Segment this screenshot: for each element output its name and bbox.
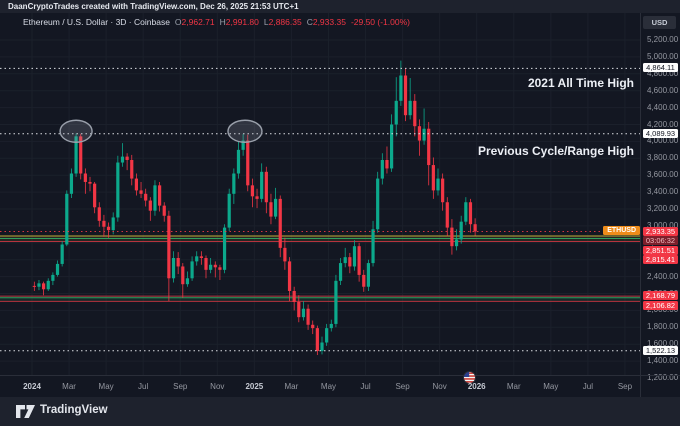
time-axis-label: Sep (173, 382, 188, 391)
ohlc-values: O2,962.71 H2,991.80 L2,886.35 C2,933.35 (170, 17, 346, 27)
ohlc-key: O (174, 17, 182, 27)
time-axis-label: Mar (62, 382, 76, 391)
time-axis-label: 2025 (245, 382, 264, 391)
price-level-badge: 2,815.41 (643, 255, 678, 265)
time-axis[interactable]: 2024 Mar May Jul Sep Nov 2025 Mar May Jul Sep Nov 20… (0, 371, 680, 397)
time-axis-label: Mar (284, 382, 299, 391)
time-axis-label: Jul (138, 382, 149, 391)
price-axis-tick: 4,600.00 (647, 85, 679, 95)
price-axis-tick: 4,000.00 (647, 136, 679, 146)
footer-bar: TradingView (0, 397, 680, 426)
ohlc-value: 2,886.35 (268, 17, 302, 27)
ohlc-value: 2,933.35 (312, 17, 346, 27)
time-axis-label: Mar (506, 382, 521, 391)
price-axis-tick: 4,200.00 (647, 119, 679, 129)
attribution-bar: DaanCryptoTrades created with TradingVie… (0, 0, 680, 13)
ethusd-price-label: ETHUSD (603, 226, 640, 235)
price-axis-tick: 3,400.00 (647, 187, 679, 197)
price-level-badge: 2,851.51 (643, 245, 678, 255)
price-axis-tick: 2,000.00 (647, 305, 679, 315)
price-level-badge: 2,168.79 (643, 291, 678, 301)
ohlc-key: C (306, 17, 313, 27)
price-axis[interactable]: 5,200.00 5,000.00 4,800.00 4,600.00 4,400.00… (640, 13, 680, 397)
tradingview-logo-icon[interactable] (16, 404, 35, 419)
bar-countdown-badge: 03:06:32 (643, 236, 678, 246)
price-level-badge: 2,106.82 (643, 300, 678, 310)
ellipse-marker[interactable] (59, 119, 93, 143)
price-axis-tick: 1,200.00 (647, 373, 679, 382)
price-axis-tick: 3,600.00 (647, 170, 679, 180)
ohlc-value: 2,962.71 (181, 17, 215, 27)
time-axis-label: 2026 (467, 382, 486, 391)
chart-legend: Ethereum / U.S. Dollar · 3D · Coinbase O2… (23, 17, 410, 27)
annotation-2021-ath[interactable]: 2021 All Time High (527, 76, 634, 90)
change-value: -29.50 (-1.00%) (350, 17, 410, 27)
time-axis-label: May (320, 382, 337, 391)
price-level-badge: 1,522.13 (643, 345, 678, 355)
time-axis-label: May (98, 382, 114, 391)
annotation-previous-cycle-high[interactable]: Previous Cycle/Range High (477, 144, 634, 158)
price-axis-tick: 3,800.00 (647, 153, 679, 163)
tradingview-brand-text[interactable]: TradingView (40, 404, 108, 416)
price-axis-tick: 3,000.00 (647, 220, 679, 230)
price-axis-tick: 5,200.00 (647, 35, 679, 44)
price-chart-canvas[interactable] (0, 13, 640, 375)
time-axis-label: Sep (395, 382, 410, 391)
price-axis-tick: 1,400.00 (647, 356, 679, 366)
price-axis-tick: 4,800.00 (647, 68, 679, 78)
time-axis-label: Nov (210, 382, 225, 391)
time-axis-label: Jul (582, 382, 593, 391)
time-axis-label: 2024 (23, 382, 41, 391)
price-axis-tick: 1,600.00 (647, 339, 679, 349)
price-axis-tick: 5,000.00 (647, 51, 679, 61)
us-flag-event-icon[interactable] (463, 371, 476, 384)
ohlc-key: L (263, 17, 269, 27)
price-axis-tick: 1,800.00 (647, 322, 679, 332)
price-axis-tick: 3,200.00 (647, 204, 679, 213)
price-level-badge: 4,864.11 (643, 63, 678, 73)
price-axis-tick: 2,400.00 (647, 271, 679, 281)
time-axis-label: Jul (360, 382, 371, 391)
time-axis-label: Nov (432, 382, 447, 391)
currency-usd-button[interactable]: USD (643, 16, 676, 29)
ohlc-key: H (219, 17, 226, 27)
price-axis-tick: 4,400.00 (647, 102, 679, 112)
symbol-title[interactable]: Ethereum / U.S. Dollar · 3D · Coinbase (23, 17, 170, 27)
ellipse-marker[interactable] (227, 119, 263, 143)
price-level-badge: 4,089.93 (643, 128, 678, 138)
time-axis-label: May (543, 382, 559, 391)
price-level-badge: 2,933.35 (643, 226, 678, 236)
ohlc-value: 2,991.80 (225, 17, 259, 27)
time-axis-label: Sep (617, 382, 633, 391)
